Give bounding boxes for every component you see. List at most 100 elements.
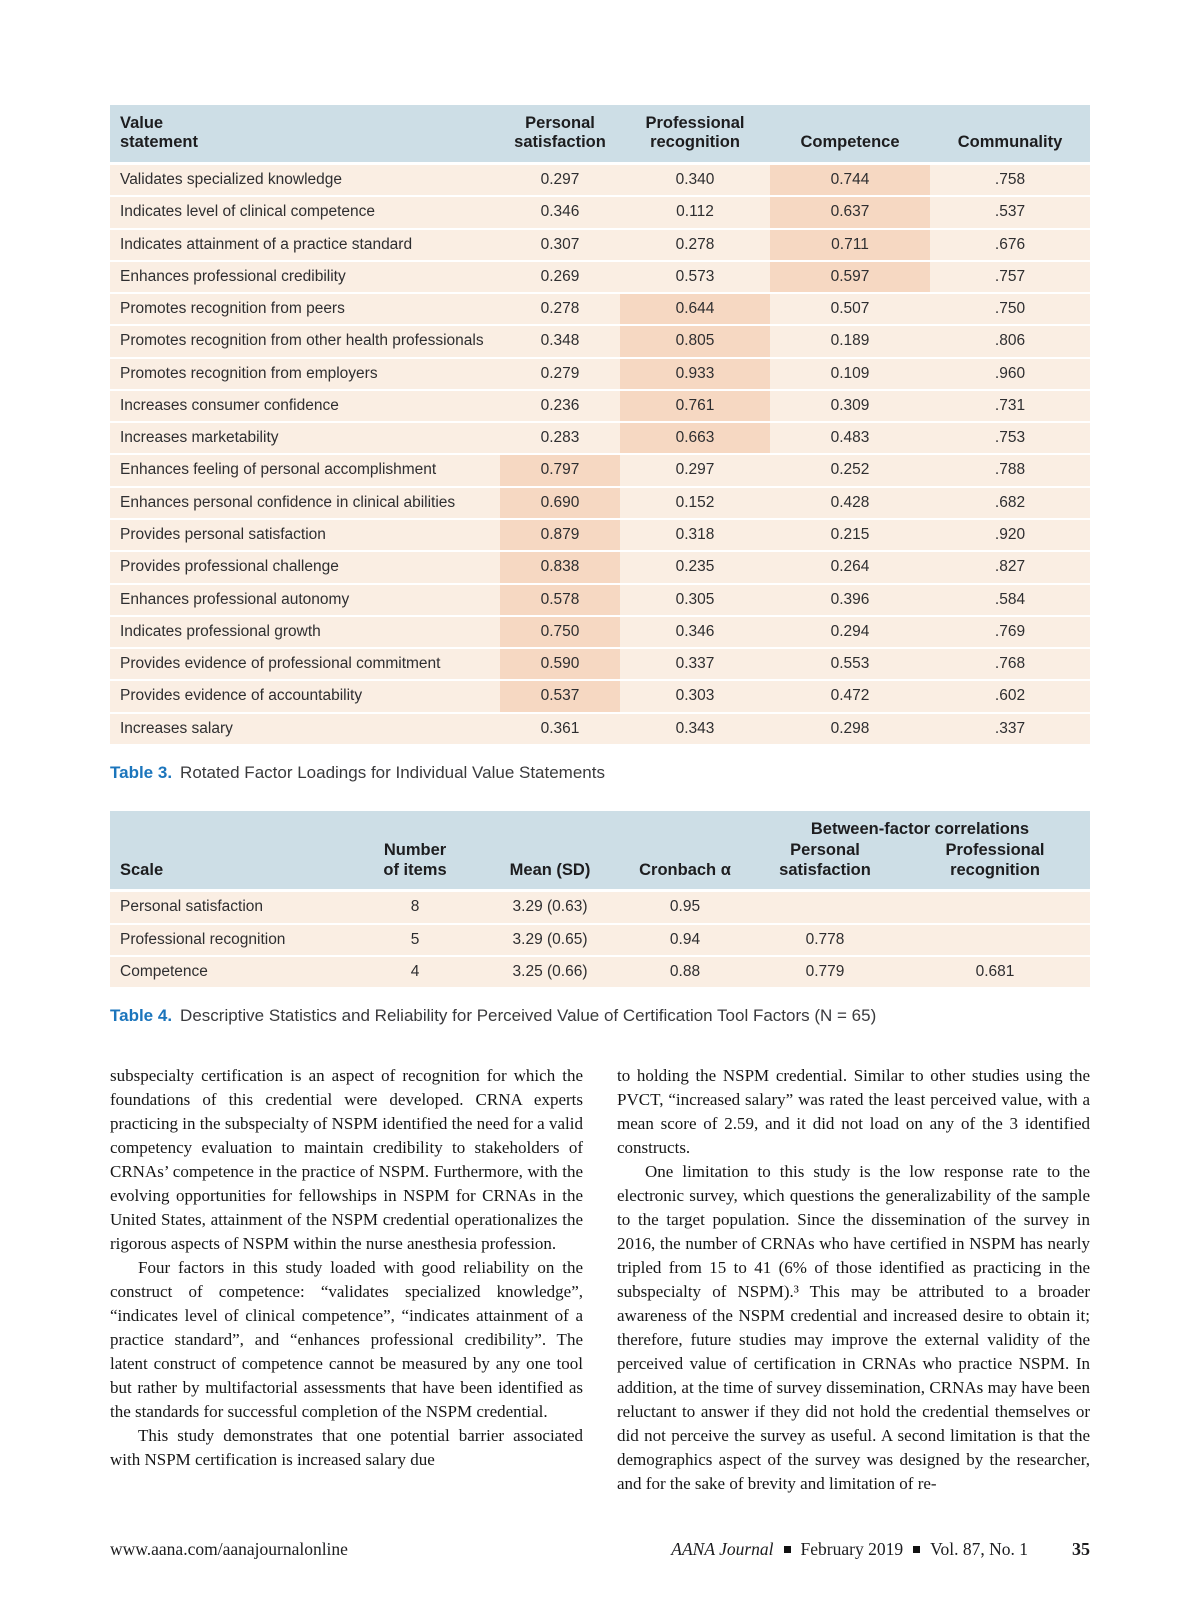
table4-header-spacer [110, 811, 750, 840]
factor-loading-value: 0.252 [770, 454, 930, 488]
separator-square-icon [913, 1546, 921, 1553]
statistic-value: 0.778 [750, 923, 900, 957]
factor-loading-value: 0.553 [770, 648, 930, 682]
value-statement: Provides evidence of professional commit… [110, 648, 500, 682]
table3-header-competence: Competence [770, 105, 930, 165]
table4-row: Personal satisfaction 8 3.29 (0.63) 0.95 [110, 890, 1091, 925]
statistic-value: 3.25 (0.66) [480, 955, 620, 990]
statistic-value: 5 [350, 923, 480, 957]
factor-loading-value: 0.235 [620, 551, 770, 585]
value-statement: Increases salary [110, 712, 500, 747]
table4-header-mean-sd: Mean (SD) [480, 839, 620, 893]
factor-loading-value: .960 [930, 357, 1090, 391]
table4: Between-factor correlations Scale Number… [110, 811, 1091, 990]
factor-loading-value: 0.279 [500, 357, 620, 391]
factor-loading-value: 0.297 [620, 454, 770, 488]
table3-row: Provides personal satisfaction 0.879 0.318… [110, 519, 1090, 553]
factor-loading-value: 0.215 [770, 519, 930, 553]
factor-loading-value: 0.283 [500, 422, 620, 456]
factor-loading-value: .768 [930, 648, 1090, 682]
statistic-value: 0.94 [620, 923, 750, 957]
table4-header-between-factor-correlations: Between-factor correlations [750, 811, 1091, 840]
table4-header-cronbach-alpha: Cronbach α [620, 839, 750, 893]
table3-row: Increases consumer confidence 0.236 0.761 0… [110, 389, 1090, 424]
table4-header: Between-factor correlations Scale Number… [110, 811, 1091, 893]
statistic-value: 0.95 [620, 890, 750, 925]
statistic-value: 0.779 [750, 955, 900, 990]
value-statement: Provides professional challenge [110, 551, 500, 585]
body-left-column: subspecialty certification is an aspect … [110, 1064, 583, 1496]
factor-loading-value: 0.348 [500, 325, 620, 359]
statistic-value: 3.29 (0.65) [480, 923, 620, 957]
statistic-value: 0.681 [900, 955, 1091, 990]
factor-loading-value: 0.637 [770, 196, 930, 230]
factor-loading-value: 0.294 [770, 615, 930, 650]
factor-loading-value: 0.396 [770, 583, 930, 617]
table4-header-personal-satisfaction: Personal satisfaction [750, 839, 900, 893]
table3-row: Enhances professional autonomy 0.578 0.305… [110, 583, 1090, 617]
factor-loading-value: 0.797 [500, 454, 620, 488]
table3-header-professional-recognition: Professional recognition [620, 105, 770, 165]
table4-header-number-of-items: Number of items [350, 839, 480, 893]
factor-loading-value: 0.644 [620, 293, 770, 327]
table3-row: Provides professional challenge 0.838 0.23… [110, 551, 1090, 585]
factor-loading-value: 0.318 [620, 519, 770, 553]
factor-loading-value: 0.933 [620, 357, 770, 391]
table4-header-scale: Scale [110, 839, 350, 893]
table3-header-value-statement: Value statement [110, 105, 500, 165]
factor-loading-value: 0.236 [500, 389, 620, 424]
table3-header-communality: Communality [930, 105, 1090, 165]
value-statement: Increases consumer confidence [110, 389, 500, 424]
body-paragraph: Four factors in this study loaded with g… [110, 1258, 583, 1422]
factor-loading-value: .827 [930, 551, 1090, 585]
body-paragraph: This study demonstrates that one potenti… [110, 1426, 583, 1470]
factor-loading-value: 0.690 [500, 486, 620, 521]
factor-loading-value: 0.483 [770, 422, 930, 456]
factor-loading-value: 0.346 [620, 615, 770, 650]
factor-loading-value: 0.278 [500, 293, 620, 327]
value-statement: Provides personal satisfaction [110, 519, 500, 553]
statistic-value: 8 [350, 890, 480, 925]
body-paragraph: subspecialty certification is an aspect … [110, 1066, 583, 1254]
factor-loading-value: 0.309 [770, 389, 930, 424]
factor-loading-value: 0.303 [620, 680, 770, 714]
table3-row: Increases marketability 0.283 0.663 0.483.7… [110, 422, 1090, 456]
value-statement: Provides evidence of accountability [110, 680, 500, 714]
factor-loading-value: 0.590 [500, 648, 620, 682]
factor-loading-value: 0.278 [620, 228, 770, 262]
factor-loading-value: .584 [930, 583, 1090, 617]
table3-row: Enhances professional credibility 0.269 0.… [110, 260, 1090, 295]
table3-caption-text: Rotated Factor Loadings for Individual V… [180, 763, 605, 782]
table3-row: Enhances feeling of personal accomplishm… [110, 454, 1090, 488]
factor-loading-value: 0.838 [500, 551, 620, 585]
value-statement: Promotes recognition from other health p… [110, 325, 500, 359]
factor-loading-value: .731 [930, 389, 1090, 424]
table3: Value statement Personal satisfaction Pr… [110, 105, 1090, 747]
statistic-value [900, 923, 1091, 957]
journal-url-link[interactable]: www.aana.com/aanajournalonline [110, 1539, 348, 1559]
statistic-value: 0.88 [620, 955, 750, 990]
factor-loading-value: 0.152 [620, 486, 770, 521]
factor-loading-value: 0.597 [770, 260, 930, 295]
journal-name: AANA Journal [671, 1539, 774, 1559]
body-paragraph: to holding the NSPM credential. Similar … [617, 1066, 1090, 1158]
statistic-value [900, 890, 1091, 925]
table4-row: Competence 4 3.25 (0.66) 0.88 0.779 0.681 [110, 955, 1091, 990]
statistic-value: 4 [350, 955, 480, 990]
factor-loading-value: .758 [930, 163, 1090, 198]
factor-loading-value: 0.346 [500, 196, 620, 230]
factor-loading-value: 0.112 [620, 196, 770, 230]
factor-loading-value: 0.750 [500, 615, 620, 650]
factor-loading-value: 0.109 [770, 357, 930, 391]
table3-row: Indicates professional growth 0.750 0.346 0… [110, 615, 1090, 650]
table3-header: Value statement Personal satisfaction Pr… [110, 105, 1090, 165]
scale-name: Professional recognition [110, 923, 350, 957]
factor-loading-value: .753 [930, 422, 1090, 456]
factor-loading-value: 0.340 [620, 163, 770, 198]
factor-loading-value: .676 [930, 228, 1090, 262]
value-statement: Promotes recognition from employers [110, 357, 500, 391]
table3-row: Provides evidence of professional commit… [110, 648, 1090, 682]
value-statement: Enhances professional credibility [110, 260, 500, 295]
article-body: subspecialty certification is an aspect … [110, 1064, 1090, 1496]
factor-loading-value: .537 [930, 196, 1090, 230]
